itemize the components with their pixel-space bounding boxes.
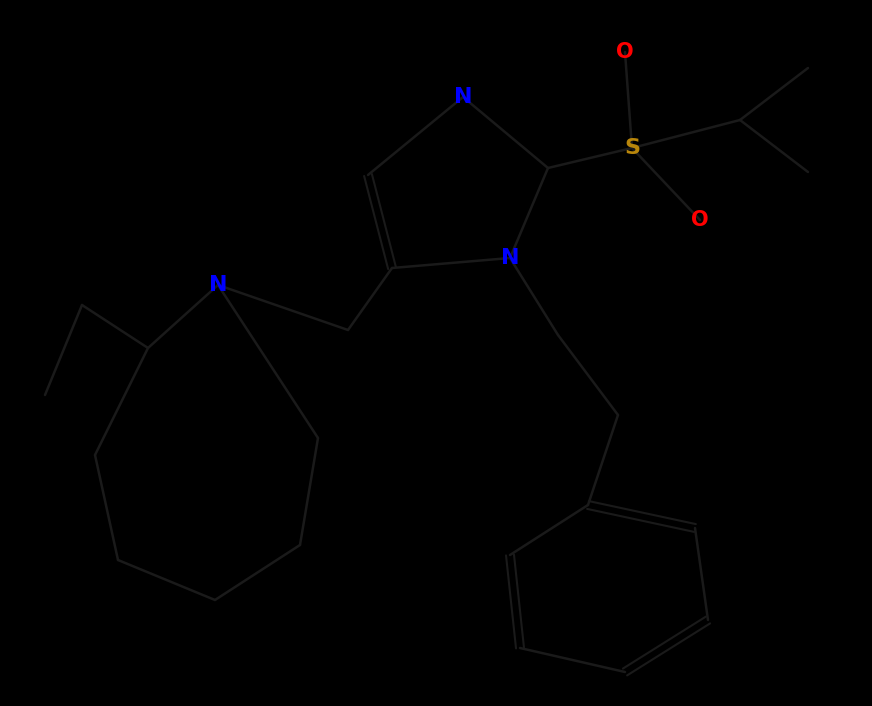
Text: O: O — [617, 42, 634, 62]
Text: S: S — [624, 138, 640, 158]
Text: N: N — [453, 87, 473, 107]
Text: N: N — [501, 248, 519, 268]
Text: N: N — [208, 275, 228, 295]
Text: O: O — [691, 210, 709, 230]
